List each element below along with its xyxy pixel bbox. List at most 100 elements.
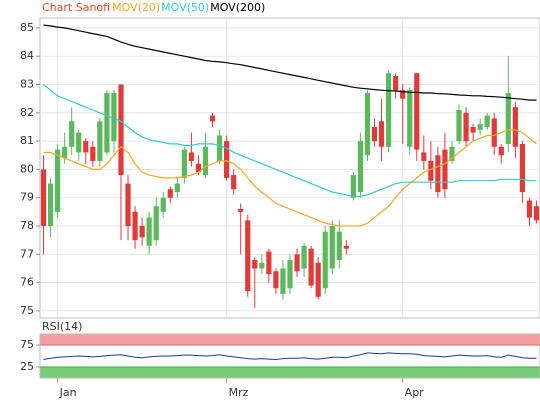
candle-body [202,146,209,176]
y-tick-label: 84 [20,49,34,62]
candle-body [371,126,378,142]
candle-body [125,183,131,227]
candle-body [301,245,307,269]
y-tick-label: 81 [20,134,34,147]
candle-body [69,121,75,147]
candle-body [160,197,166,212]
candle-body [139,226,145,238]
candle-body [385,73,392,147]
candle-body [40,169,47,227]
legend: Chart Sanofi MOV(20)MOV(50)MOV(200) [42,1,265,14]
candle-body [505,93,511,144]
candle-body [238,209,244,212]
candle-body [407,90,413,147]
candle-body [477,124,483,130]
candle-body [442,149,448,190]
candle-body [498,146,504,156]
candle-body [463,112,469,142]
x-tick-label: Mrz [229,386,249,399]
candle-body [294,254,300,272]
candle-body [364,93,371,156]
candle-body [350,175,356,198]
candle-body [491,118,497,147]
candle-body [343,245,349,249]
legend-entry: MOV(50) [161,1,209,14]
candle-body [55,149,61,212]
candle-body [104,93,110,153]
candle-body [259,262,265,269]
candle-body [315,262,321,297]
legend-entry: MOV(200) [210,1,265,14]
candle-body [393,76,399,91]
candle-body [146,217,152,246]
candle-body [231,175,237,190]
candle-body [456,109,462,142]
rsi-area [39,333,540,379]
rsi-upper-band [39,333,540,346]
candle-body [414,73,420,150]
moving-average-line [43,84,537,197]
y-tick-label: 82 [20,106,34,119]
candle-body [132,211,138,241]
candle-body [273,271,279,289]
candle-body [181,149,187,178]
candle-body [224,141,230,178]
candle-body [266,251,272,275]
candle-body [449,146,455,161]
candle-body [245,220,251,292]
y-tick-label: 83 [20,78,34,91]
moving-average-line [43,129,537,227]
candle-body [421,152,427,161]
candle-body [287,259,293,289]
candle-body [470,126,476,133]
y-tick-label: 25 [20,360,34,373]
rsi-line [43,352,537,361]
y-tick-label: 75 [20,304,34,317]
candle-body [111,93,117,142]
x-tick-label: Apr [405,386,425,399]
moving-average-line [43,24,537,101]
candle-body [195,163,202,173]
candle-body [322,231,328,289]
candle-body [62,146,68,159]
candle-body [76,132,82,153]
candle-body [252,259,258,269]
candle-body [378,121,385,147]
candle-body [526,200,533,218]
candle-body [118,84,124,176]
candle-body [308,248,314,286]
candle-body [216,135,223,161]
rsi-title: RSI(14) [42,320,82,333]
candle-body [174,183,180,193]
candle-body [90,146,96,161]
y-tick-label: 85 [20,21,34,34]
candle-body [533,206,540,221]
candle-body [153,206,159,241]
candle-body [280,268,286,294]
x-tick-label: Jan [59,386,77,399]
candle-body [47,183,54,227]
candle-body [167,189,173,198]
candle-body [519,143,525,193]
candle-body [428,160,434,181]
candle-body [188,152,195,161]
candle-body [357,141,364,193]
candle-body [97,121,103,161]
y-tick-label: 80 [20,162,34,175]
candle-body [435,155,441,193]
y-tick-label: 76 [20,276,34,289]
rsi-lower-band [39,366,540,379]
candle-body [209,115,216,122]
y-tick-label: 77 [20,247,34,260]
y-tick-label: 75 [20,338,34,351]
legend-entry: MOV(20) [112,1,160,14]
candle-body [336,231,342,260]
y-tick-label: 79 [20,191,34,204]
candle-body [512,107,518,147]
chart-title: Chart Sanofi [42,1,110,14]
candle-body [329,226,335,269]
y-tick-label: 78 [20,219,34,232]
candle-body [484,115,490,127]
candle-body [83,141,89,153]
